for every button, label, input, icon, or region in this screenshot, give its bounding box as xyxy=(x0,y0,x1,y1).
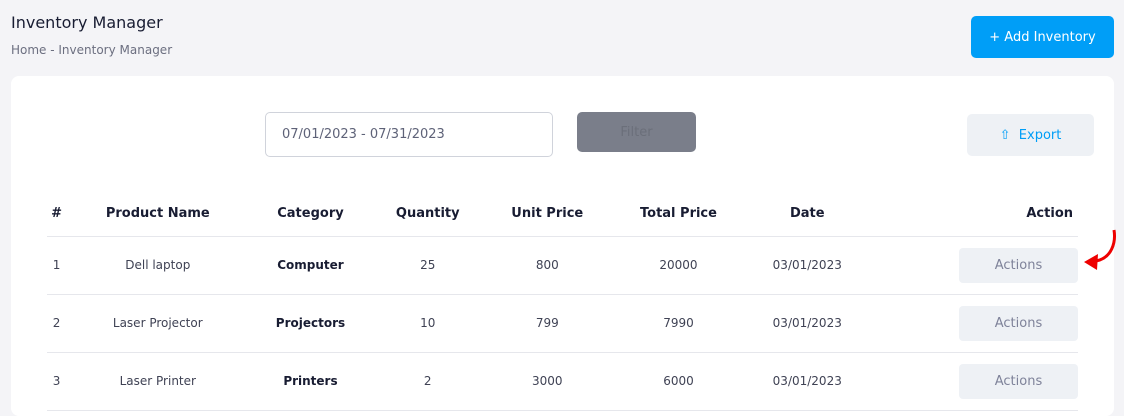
cell-number: 2 xyxy=(47,294,67,353)
cell-date: 03/01/2023 xyxy=(746,352,869,411)
export-button[interactable]: ⇧ Export xyxy=(967,114,1094,156)
inventory-card: Filter ⇧ Export # Product Name Category … xyxy=(11,76,1114,416)
filter-button[interactable]: Filter xyxy=(577,112,696,152)
cell-category: Printers xyxy=(249,352,372,411)
cell-action: Actions xyxy=(868,352,1078,411)
table-row: 2 Laser Projector Projectors 10 799 7990 03/01… xyxy=(47,294,1078,353)
upload-icon: ⇧ xyxy=(999,127,1011,143)
cell-quantity: 25 xyxy=(371,236,484,295)
table-row: 1 Dell laptop Computer 25 800 20000 03/01/2023… xyxy=(47,236,1078,295)
col-date: Date xyxy=(746,192,869,237)
date-range-input[interactable] xyxy=(265,112,553,157)
cell-total-price: 6000 xyxy=(610,352,747,411)
cell-date: 03/01/2023 xyxy=(746,236,869,295)
cell-product-name: Laser Projector xyxy=(66,294,250,353)
col-quantity: Quantity xyxy=(371,192,484,237)
cell-unit-price: 3000 xyxy=(483,352,611,411)
page-title: Inventory Manager xyxy=(11,13,163,32)
cell-category: Computer xyxy=(249,236,372,295)
breadcrumb: Home - Inventory Manager xyxy=(11,43,173,57)
cell-quantity: 2 xyxy=(371,352,484,411)
cell-unit-price: 800 xyxy=(483,236,611,295)
add-inventory-button[interactable]: + Add Inventory xyxy=(971,16,1114,58)
table-row: 3 Laser Printer Printers 2 3000 6000 03/01/202… xyxy=(47,352,1078,411)
col-product-name: Product Name xyxy=(66,192,250,237)
col-action: Action xyxy=(868,192,1078,237)
col-number: # xyxy=(47,192,67,237)
col-unit-price: Unit Price xyxy=(483,192,611,237)
cell-category: Projectors xyxy=(249,294,372,353)
annotation-arrow-icon xyxy=(1084,229,1116,270)
cell-number: 1 xyxy=(47,236,67,295)
cell-quantity: 10 xyxy=(371,294,484,353)
inventory-table: # Product Name Category Quantity Unit Pr… xyxy=(47,192,1078,411)
cell-total-price: 20000 xyxy=(610,236,747,295)
actions-button[interactable]: Actions xyxy=(959,247,1078,283)
cell-action: Actions xyxy=(868,236,1078,295)
cell-number: 3 xyxy=(47,352,67,411)
col-total-price: Total Price xyxy=(610,192,747,237)
actions-button[interactable]: Actions xyxy=(959,363,1078,399)
cell-total-price: 7990 xyxy=(610,294,747,353)
col-category: Category xyxy=(249,192,372,237)
cell-action: Actions xyxy=(868,294,1078,353)
cell-product-name: Dell laptop xyxy=(66,236,250,295)
export-label: Export xyxy=(1018,127,1062,143)
cell-product-name: Laser Printer xyxy=(66,352,250,411)
actions-button[interactable]: Actions xyxy=(959,305,1078,341)
cell-date: 03/01/2023 xyxy=(746,294,869,353)
cell-unit-price: 799 xyxy=(483,294,611,353)
